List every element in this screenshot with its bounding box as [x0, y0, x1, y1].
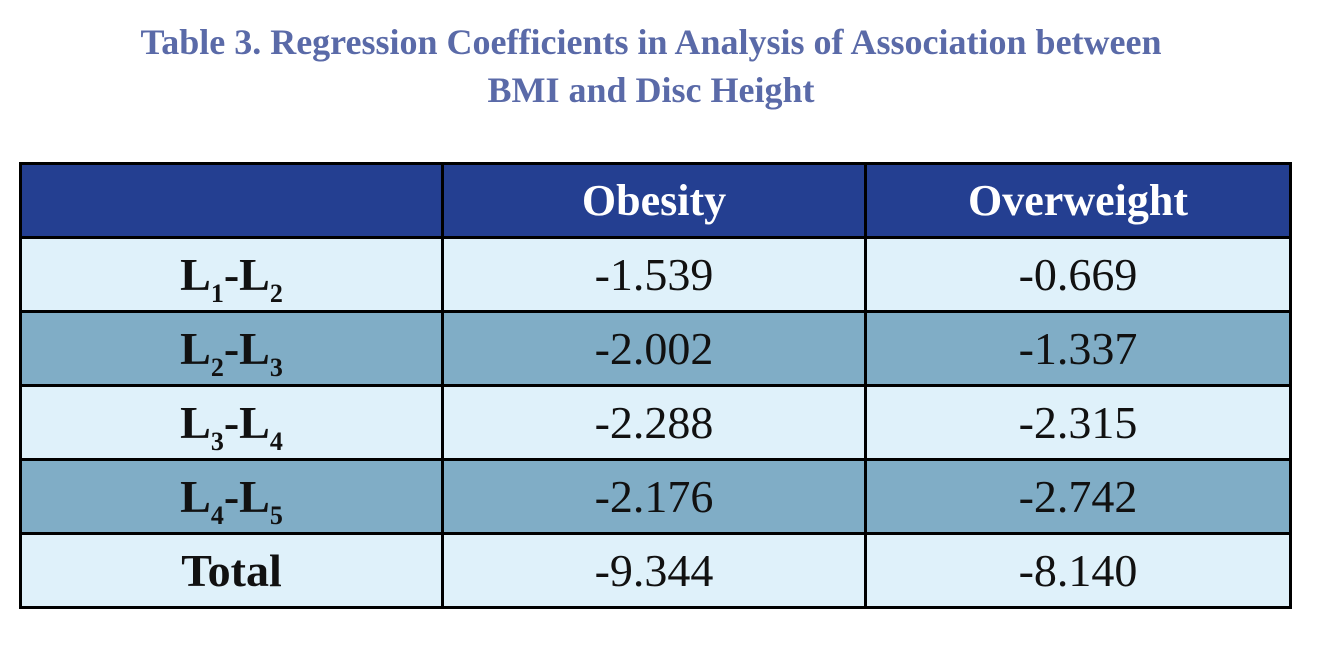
obesity-value: -1.539	[441, 236, 867, 313]
label-subscript: 4	[269, 427, 283, 456]
label-letter: L	[239, 397, 270, 448]
total-label: Total	[19, 532, 444, 609]
table-title: Table 3. Regression Coefficients in Anal…	[0, 18, 1302, 114]
row-label: L3-L4	[19, 384, 444, 461]
label-separator: -	[223, 323, 240, 374]
label-subscript: 5	[269, 501, 283, 530]
label-subscript: 3	[210, 427, 224, 456]
label-letter: L	[180, 249, 211, 300]
row-label: L2-L3	[19, 310, 444, 387]
header-cell-overweight: Overweight	[864, 162, 1292, 239]
overweight-value: -2.315	[864, 384, 1292, 461]
header-row: Obesity Overweight	[19, 162, 1292, 239]
label-letter: L	[180, 471, 211, 522]
table-row: L2-L3 -2.002 -1.337	[19, 310, 1292, 387]
header-cell-obesity: Obesity	[441, 162, 867, 239]
label-subscript: 4	[210, 501, 224, 530]
label-separator: -	[223, 397, 240, 448]
table-title-line-2: BMI and Disc Height	[487, 70, 815, 110]
table-row: L1-L2 -1.539 -0.669	[19, 236, 1292, 313]
total-obesity-value: -9.344	[441, 532, 867, 609]
label-subscript: 3	[269, 353, 283, 382]
label-letter: L	[239, 323, 270, 374]
total-overweight-value: -8.140	[864, 532, 1292, 609]
regression-table: Obesity Overweight L1-L2 -1.539 -0.669 L…	[19, 162, 1292, 609]
label-letter: L	[239, 249, 270, 300]
row-label: L4-L5	[19, 458, 444, 535]
obesity-value: -2.002	[441, 310, 867, 387]
row-label: L1-L2	[19, 236, 444, 313]
total-row: Total -9.344 -8.140	[19, 532, 1292, 609]
header-cell-empty	[19, 162, 444, 239]
label-separator: -	[223, 471, 240, 522]
label-letter: L	[239, 471, 270, 522]
table-title-line-1: Table 3. Regression Coefficients in Anal…	[140, 22, 1162, 62]
obesity-value: -2.176	[441, 458, 867, 535]
overweight-value: -1.337	[864, 310, 1292, 387]
table-row: L4-L5 -2.176 -2.742	[19, 458, 1292, 535]
obesity-value: -2.288	[441, 384, 867, 461]
label-separator: -	[223, 249, 240, 300]
label-subscript: 2	[269, 279, 283, 308]
overweight-value: -2.742	[864, 458, 1292, 535]
overweight-value: -0.669	[864, 236, 1292, 313]
label-letter: L	[180, 323, 211, 374]
label-subscript: 2	[210, 353, 224, 382]
label-letter: L	[180, 397, 211, 448]
label-subscript: 1	[210, 279, 224, 308]
table-row: L3-L4 -2.288 -2.315	[19, 384, 1292, 461]
